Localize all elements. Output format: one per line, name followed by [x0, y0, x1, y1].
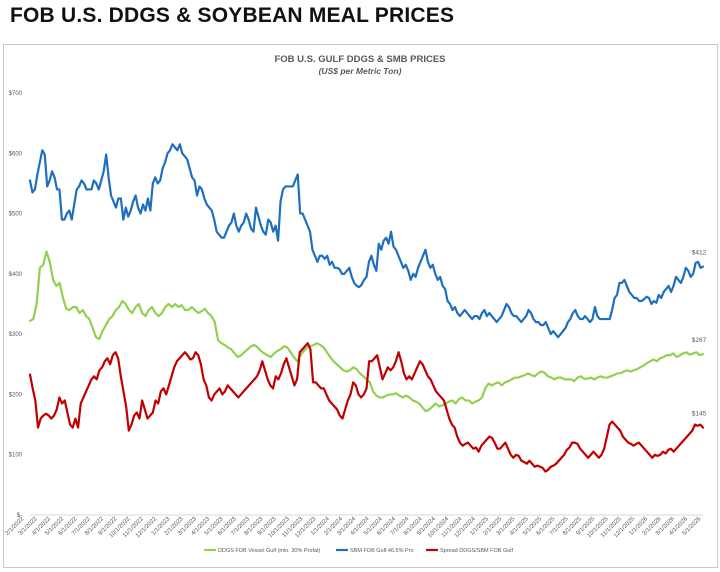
series-line-2 — [28, 143, 705, 339]
y-tick-label: $200 — [9, 392, 23, 398]
y-tick-label: $300 — [9, 332, 23, 338]
y-tick-label: $400 — [9, 272, 23, 278]
end-value-label: $412 — [692, 250, 707, 257]
legend: DDGS FOB Vessel Gulf (min. 30% Profat) SB… — [204, 548, 514, 554]
chart-subtitle: (US$ per Metric Ton) — [318, 66, 402, 76]
legend-entry: Spread DDGS/SBM FOB Gulf — [440, 548, 514, 554]
y-tick-label: $500 — [9, 212, 23, 218]
chart-frame — [3, 44, 718, 568]
y-tick-label: $700 — [9, 91, 23, 97]
y-tick-label: $- — [17, 513, 22, 519]
chart-title: FOB U.S. GULF DDGS & SMB PRICES — [274, 54, 446, 65]
end-value-label: $267 — [692, 337, 707, 344]
series-line-3 — [28, 342, 705, 473]
label-layer: $267 $412 $145 — [692, 250, 707, 418]
series-layer — [28, 143, 705, 473]
y-tick-label: $600 — [9, 151, 23, 157]
y-tick-label: $100 — [9, 453, 23, 459]
legend-entry: DDGS FOB Vessel Gulf (min. 30% Profat) — [218, 548, 321, 554]
end-value-label: $145 — [692, 411, 707, 418]
axis-layer: $-$100$200$300$400$500$600$7002/1/20223/… — [5, 91, 703, 539]
page-title: FOB U.S. DDGS & SOYBEAN MEAL PRICES — [10, 4, 455, 27]
legend-entry: SBM FOB Gulf 46.5% Pro — [350, 548, 414, 554]
